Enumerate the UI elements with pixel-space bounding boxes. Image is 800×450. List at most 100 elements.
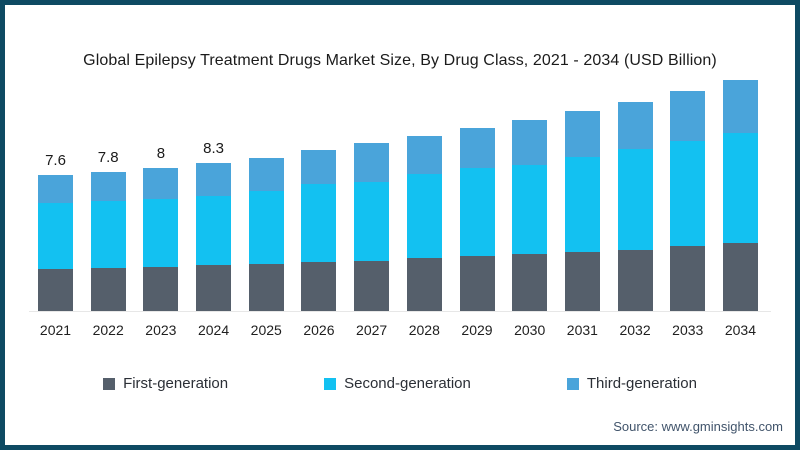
chart-title: Global Epilepsy Treatment Drugs Market S… <box>83 52 717 69</box>
x-tick-label-2025: 2025 <box>250 322 282 338</box>
bar-segment-second-generation[interactable] <box>617 148 653 251</box>
bar-segment-first-generation[interactable] <box>617 250 653 311</box>
source-note: Source: www.gminsights.com <box>613 419 783 434</box>
stacked-bar-2024[interactable] <box>196 162 232 311</box>
bar-group-2022: 7.8 <box>90 5 126 311</box>
plot-area: 7.6 7.8 8 8.3 <box>38 5 758 311</box>
stacked-bar-2031[interactable] <box>564 111 600 311</box>
bar-segment-third-generation[interactable] <box>248 157 284 192</box>
bar-group-2026 <box>301 5 337 311</box>
bar-segment-second-generation[interactable] <box>38 203 73 270</box>
x-tick-label-2033: 2033 <box>672 322 704 338</box>
bar-segment-first-generation[interactable] <box>301 261 337 311</box>
bar-segment-second-generation[interactable] <box>670 141 706 246</box>
bar-segment-first-generation[interactable] <box>90 268 126 311</box>
x-tick-label-2031: 2031 <box>566 322 598 338</box>
x-tick-label-2029: 2029 <box>461 322 493 338</box>
bar-segment-third-generation[interactable] <box>459 128 495 169</box>
stacked-bar-2021[interactable] <box>38 175 73 311</box>
x-tick-label-2032: 2032 <box>619 322 651 338</box>
x-tick-label-2022: 2022 <box>92 322 124 338</box>
bar-segment-first-generation[interactable] <box>143 267 179 311</box>
bar-segment-first-generation[interactable] <box>459 255 495 311</box>
bar-segment-third-generation[interactable] <box>512 120 548 165</box>
bar-value-label-2023: 8 <box>156 145 166 163</box>
bar-segment-second-generation[interactable] <box>301 184 337 262</box>
legend: First-generation Second-generation Third-g… <box>5 375 795 392</box>
stacked-bar-2032[interactable] <box>617 102 653 311</box>
stacked-bar-2029[interactable] <box>459 128 495 311</box>
bar-segment-second-generation[interactable] <box>354 181 390 262</box>
bar-segment-first-generation[interactable] <box>354 261 390 311</box>
bar-segment-second-generation[interactable] <box>512 164 548 254</box>
legend-swatch-icon-third-generation <box>566 377 579 390</box>
bar-segment-second-generation[interactable] <box>564 156 600 253</box>
bar-group-2025 <box>248 5 284 311</box>
stacked-bar-2033[interactable] <box>670 90 706 311</box>
bar-group-2032 <box>617 5 653 311</box>
legend-label-second-generation: Second-generation <box>344 375 471 392</box>
bar-segment-first-generation[interactable] <box>248 263 284 311</box>
bar-segment-first-generation[interactable] <box>512 253 548 311</box>
bar-segment-first-generation[interactable] <box>196 265 232 311</box>
stacked-bar-2025[interactable] <box>248 157 284 311</box>
stacked-bar-2034[interactable] <box>722 79 758 311</box>
x-tick-label-2024: 2024 <box>197 322 230 338</box>
legend-swatch-icon-first-generation <box>103 377 116 390</box>
bar-segment-third-generation[interactable] <box>196 162 232 196</box>
bar-segment-first-generation[interactable] <box>722 243 758 311</box>
bar-segment-second-generation[interactable] <box>143 198 179 268</box>
x-tick-label-2026: 2026 <box>303 322 335 338</box>
bar-segment-third-generation[interactable] <box>143 168 179 199</box>
x-tick-label-2028: 2028 <box>408 322 440 338</box>
x-axis-tick-labels: 2021 2022 2023 2024 2025 2026 2027 2028 2029 2030… <box>38 322 758 338</box>
bar-segment-third-generation[interactable] <box>90 171 126 202</box>
stacked-bar-2028[interactable] <box>406 136 442 311</box>
bar-group-2034 <box>722 5 758 311</box>
legend-item-third-generation[interactable]: Third-generation <box>566 375 697 392</box>
stacked-bar-2027[interactable] <box>354 143 390 311</box>
bar-group-2028 <box>406 5 442 311</box>
bar-segment-second-generation[interactable] <box>406 174 442 259</box>
legend-label-first-generation: First-generation <box>123 375 229 392</box>
legend-item-second-generation[interactable]: Second-generation <box>324 375 471 392</box>
bar-value-label-2021: 7.6 <box>45 152 66 170</box>
bar-segment-first-generation[interactable] <box>38 269 73 311</box>
bar-segment-third-generation[interactable] <box>722 79 758 133</box>
bar-segment-third-generation[interactable] <box>38 175 73 204</box>
stacked-bar-2022[interactable] <box>90 171 126 311</box>
bar-group-2027 <box>354 5 390 311</box>
x-tick-label-2023: 2023 <box>145 322 177 338</box>
bar-segment-third-generation[interactable] <box>564 111 600 157</box>
bar-segment-first-generation[interactable] <box>406 258 442 311</box>
legend-label-third-generation: Third-generation <box>586 375 697 392</box>
x-tick-label-2034: 2034 <box>724 322 757 338</box>
bar-segment-third-generation[interactable] <box>301 150 337 185</box>
bar-group-2023: 8 <box>143 5 179 311</box>
legend-swatch-icon-second-generation <box>324 377 337 390</box>
bar-segment-second-generation[interactable] <box>248 191 284 264</box>
bar-value-label-2024: 8.3 <box>203 139 224 157</box>
x-tick-label-2021: 2021 <box>39 322 72 338</box>
bar-segment-first-generation[interactable] <box>670 245 706 311</box>
x-tick-label-2030: 2030 <box>514 322 546 338</box>
bar-segment-second-generation[interactable] <box>196 195 232 266</box>
stacked-bar-2030[interactable] <box>512 120 548 311</box>
bar-segment-third-generation[interactable] <box>406 136 442 175</box>
bar-segment-third-generation[interactable] <box>617 102 653 149</box>
stacked-bar-2026[interactable] <box>301 150 337 311</box>
bar-segment-first-generation[interactable] <box>564 252 600 311</box>
x-tick-label-2027: 2027 <box>356 322 388 338</box>
bar-group-2024: 8.3 <box>196 5 232 311</box>
legend-item-first-generation[interactable]: First-generation <box>103 375 228 392</box>
bar-group-2031 <box>564 5 600 311</box>
bar-segment-third-generation[interactable] <box>354 143 390 182</box>
bar-segment-second-generation[interactable] <box>459 168 495 256</box>
bar-segment-second-generation[interactable] <box>90 201 126 269</box>
bar-segment-third-generation[interactable] <box>670 90 706 142</box>
stacked-bar-2023[interactable] <box>143 168 179 311</box>
bar-group-2029 <box>459 5 495 311</box>
bar-value-label-2022: 7.8 <box>97 148 119 166</box>
bar-group-2021: 7.6 <box>38 5 73 311</box>
bar-segment-second-generation[interactable] <box>722 132 758 244</box>
